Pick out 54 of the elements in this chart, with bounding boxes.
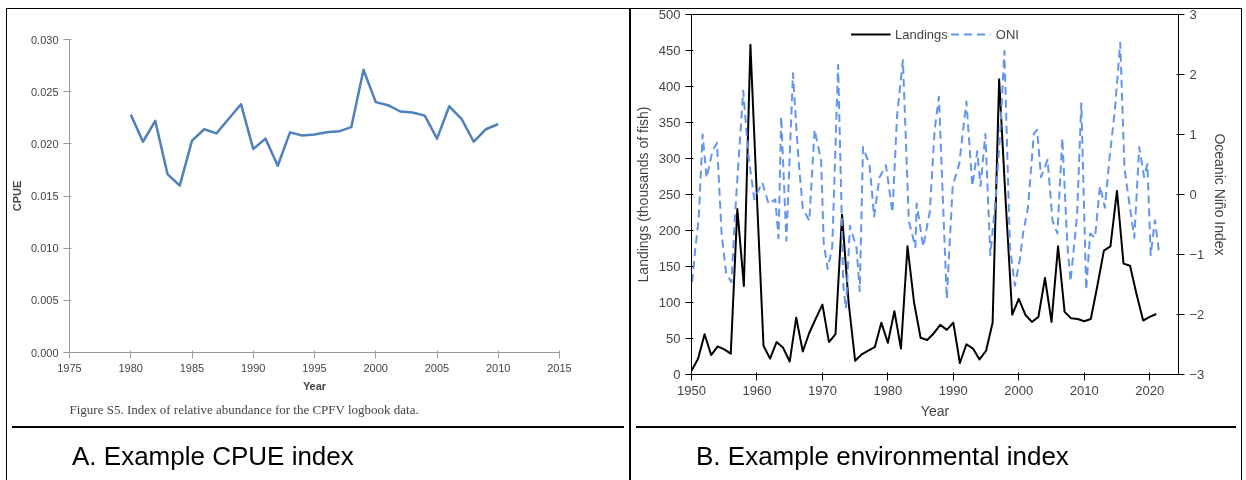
caption: Figure S5. Index of relative abundance for the CPFV logbook data. [69, 401, 419, 417]
y-tick-label: 350 [658, 115, 681, 130]
y-tick-label: 0.015 [30, 190, 59, 202]
y-tick-label: 50 [666, 331, 681, 346]
x-tick-label: 1990 [241, 361, 266, 374]
y-tick-label: 0.025 [30, 85, 59, 98]
y2-tick-label: 3 [1189, 7, 1197, 22]
x-tick-label: 1950 [677, 382, 706, 398]
y-tick-label: 450 [658, 43, 681, 58]
x-tick-label: 1980 [118, 361, 143, 374]
x-tick-label: 1975 [57, 361, 82, 374]
y2-tick-label: 1 [1189, 127, 1197, 142]
x-tick-label: 1980 [873, 382, 903, 398]
y-tick-label: 200 [658, 223, 681, 238]
y-tick-label: 0 [673, 367, 681, 382]
x-tick-label: 2005 [424, 361, 450, 374]
x-tick-label: 1970 [807, 382, 837, 398]
y-tick-label: 0.005 [30, 294, 59, 307]
x-tick-label: 1985 [179, 361, 205, 374]
y-tick-label: 400 [658, 79, 681, 94]
y-tick-label: 500 [658, 7, 681, 22]
y2-tick-label: −3 [1189, 367, 1205, 382]
x-tick-label: 1960 [742, 382, 772, 398]
y-tick-label: 300 [658, 151, 681, 166]
x-tick-label: 2000 [1004, 382, 1034, 398]
x-axis-title: Year [920, 402, 950, 419]
x-tick-label: 2010 [486, 361, 511, 374]
y-tick-label: 0.000 [30, 346, 59, 359]
text: B. Example environmental index [696, 440, 1069, 473]
legend-label: Landings [895, 26, 948, 42]
x-tick-label: 2010 [1069, 382, 1099, 398]
y2-tick-label: −1 [1189, 247, 1205, 262]
y2-axis-title: Oceanic Niño Index [1212, 133, 1229, 256]
x-tick-label: 1995 [302, 361, 327, 374]
y-tick-label: 0.010 [30, 242, 59, 255]
y2-tick-label: 2 [1189, 67, 1197, 82]
y2-tick-label: −2 [1189, 307, 1205, 322]
y-tick-label: 150 [658, 259, 681, 274]
y-tick-label: 0.030 [30, 33, 59, 46]
y-tick-label: 100 [658, 295, 681, 310]
text: A. Example CPUE index [72, 440, 354, 473]
y-axis-title: Landings (thousands of fish) [634, 106, 651, 283]
y2-tick-label: 0 [1189, 187, 1197, 202]
x-tick-label: 1990 [938, 382, 968, 398]
y-axis-title: CPUE [10, 180, 23, 212]
legend-label: ONI [995, 26, 1019, 42]
line-series [129, 68, 500, 187]
line-series [691, 41, 1160, 310]
x-tick-label: 2000 [363, 361, 388, 374]
y-tick-label: 0.020 [30, 137, 59, 150]
y-tick-label: 250 [658, 187, 681, 202]
x-tick-label: 2020 [1135, 382, 1165, 398]
x-tick-label: 2015 [547, 361, 572, 374]
x-axis-title: Year [302, 379, 327, 392]
